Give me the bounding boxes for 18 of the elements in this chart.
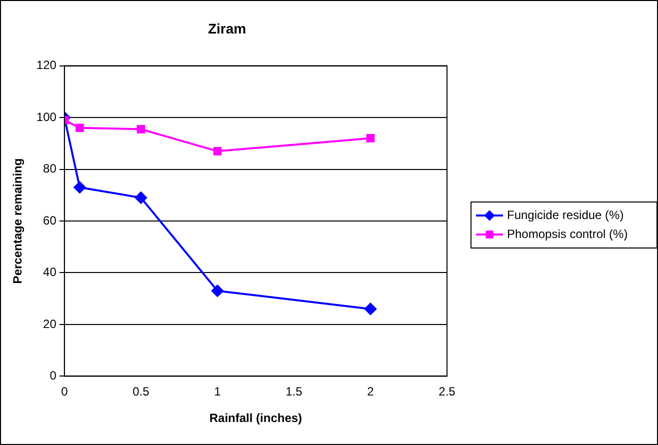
x-tick-label: 0.5 <box>132 384 150 399</box>
legend-label: Fungicide residue (%) <box>507 208 624 222</box>
x-axis-title: Rainfall (inches) <box>209 411 302 426</box>
x-tick-label: 0 <box>61 384 68 399</box>
legend-label: Phomopsis control (%) <box>507 226 628 241</box>
y-tick-label: 80 <box>43 162 57 176</box>
y-tick-label: 20 <box>43 316 57 331</box>
x-tick-label: 1.5 <box>286 384 303 399</box>
x-tick-label: 1 <box>214 384 222 399</box>
x-tick-label: 2.5 <box>438 384 456 399</box>
y-tick-label: 0 <box>50 368 57 383</box>
y-axis-title: Percentage remaining <box>10 158 25 284</box>
x-tick-label: 2 <box>367 384 374 399</box>
y-tick-label: 60 <box>43 213 57 228</box>
chart-title: Ziram <box>208 20 246 36</box>
y-tick-label: 120 <box>36 58 57 72</box>
y-tick-label: 40 <box>43 265 57 280</box>
y-tick-label: 100 <box>36 110 57 124</box>
